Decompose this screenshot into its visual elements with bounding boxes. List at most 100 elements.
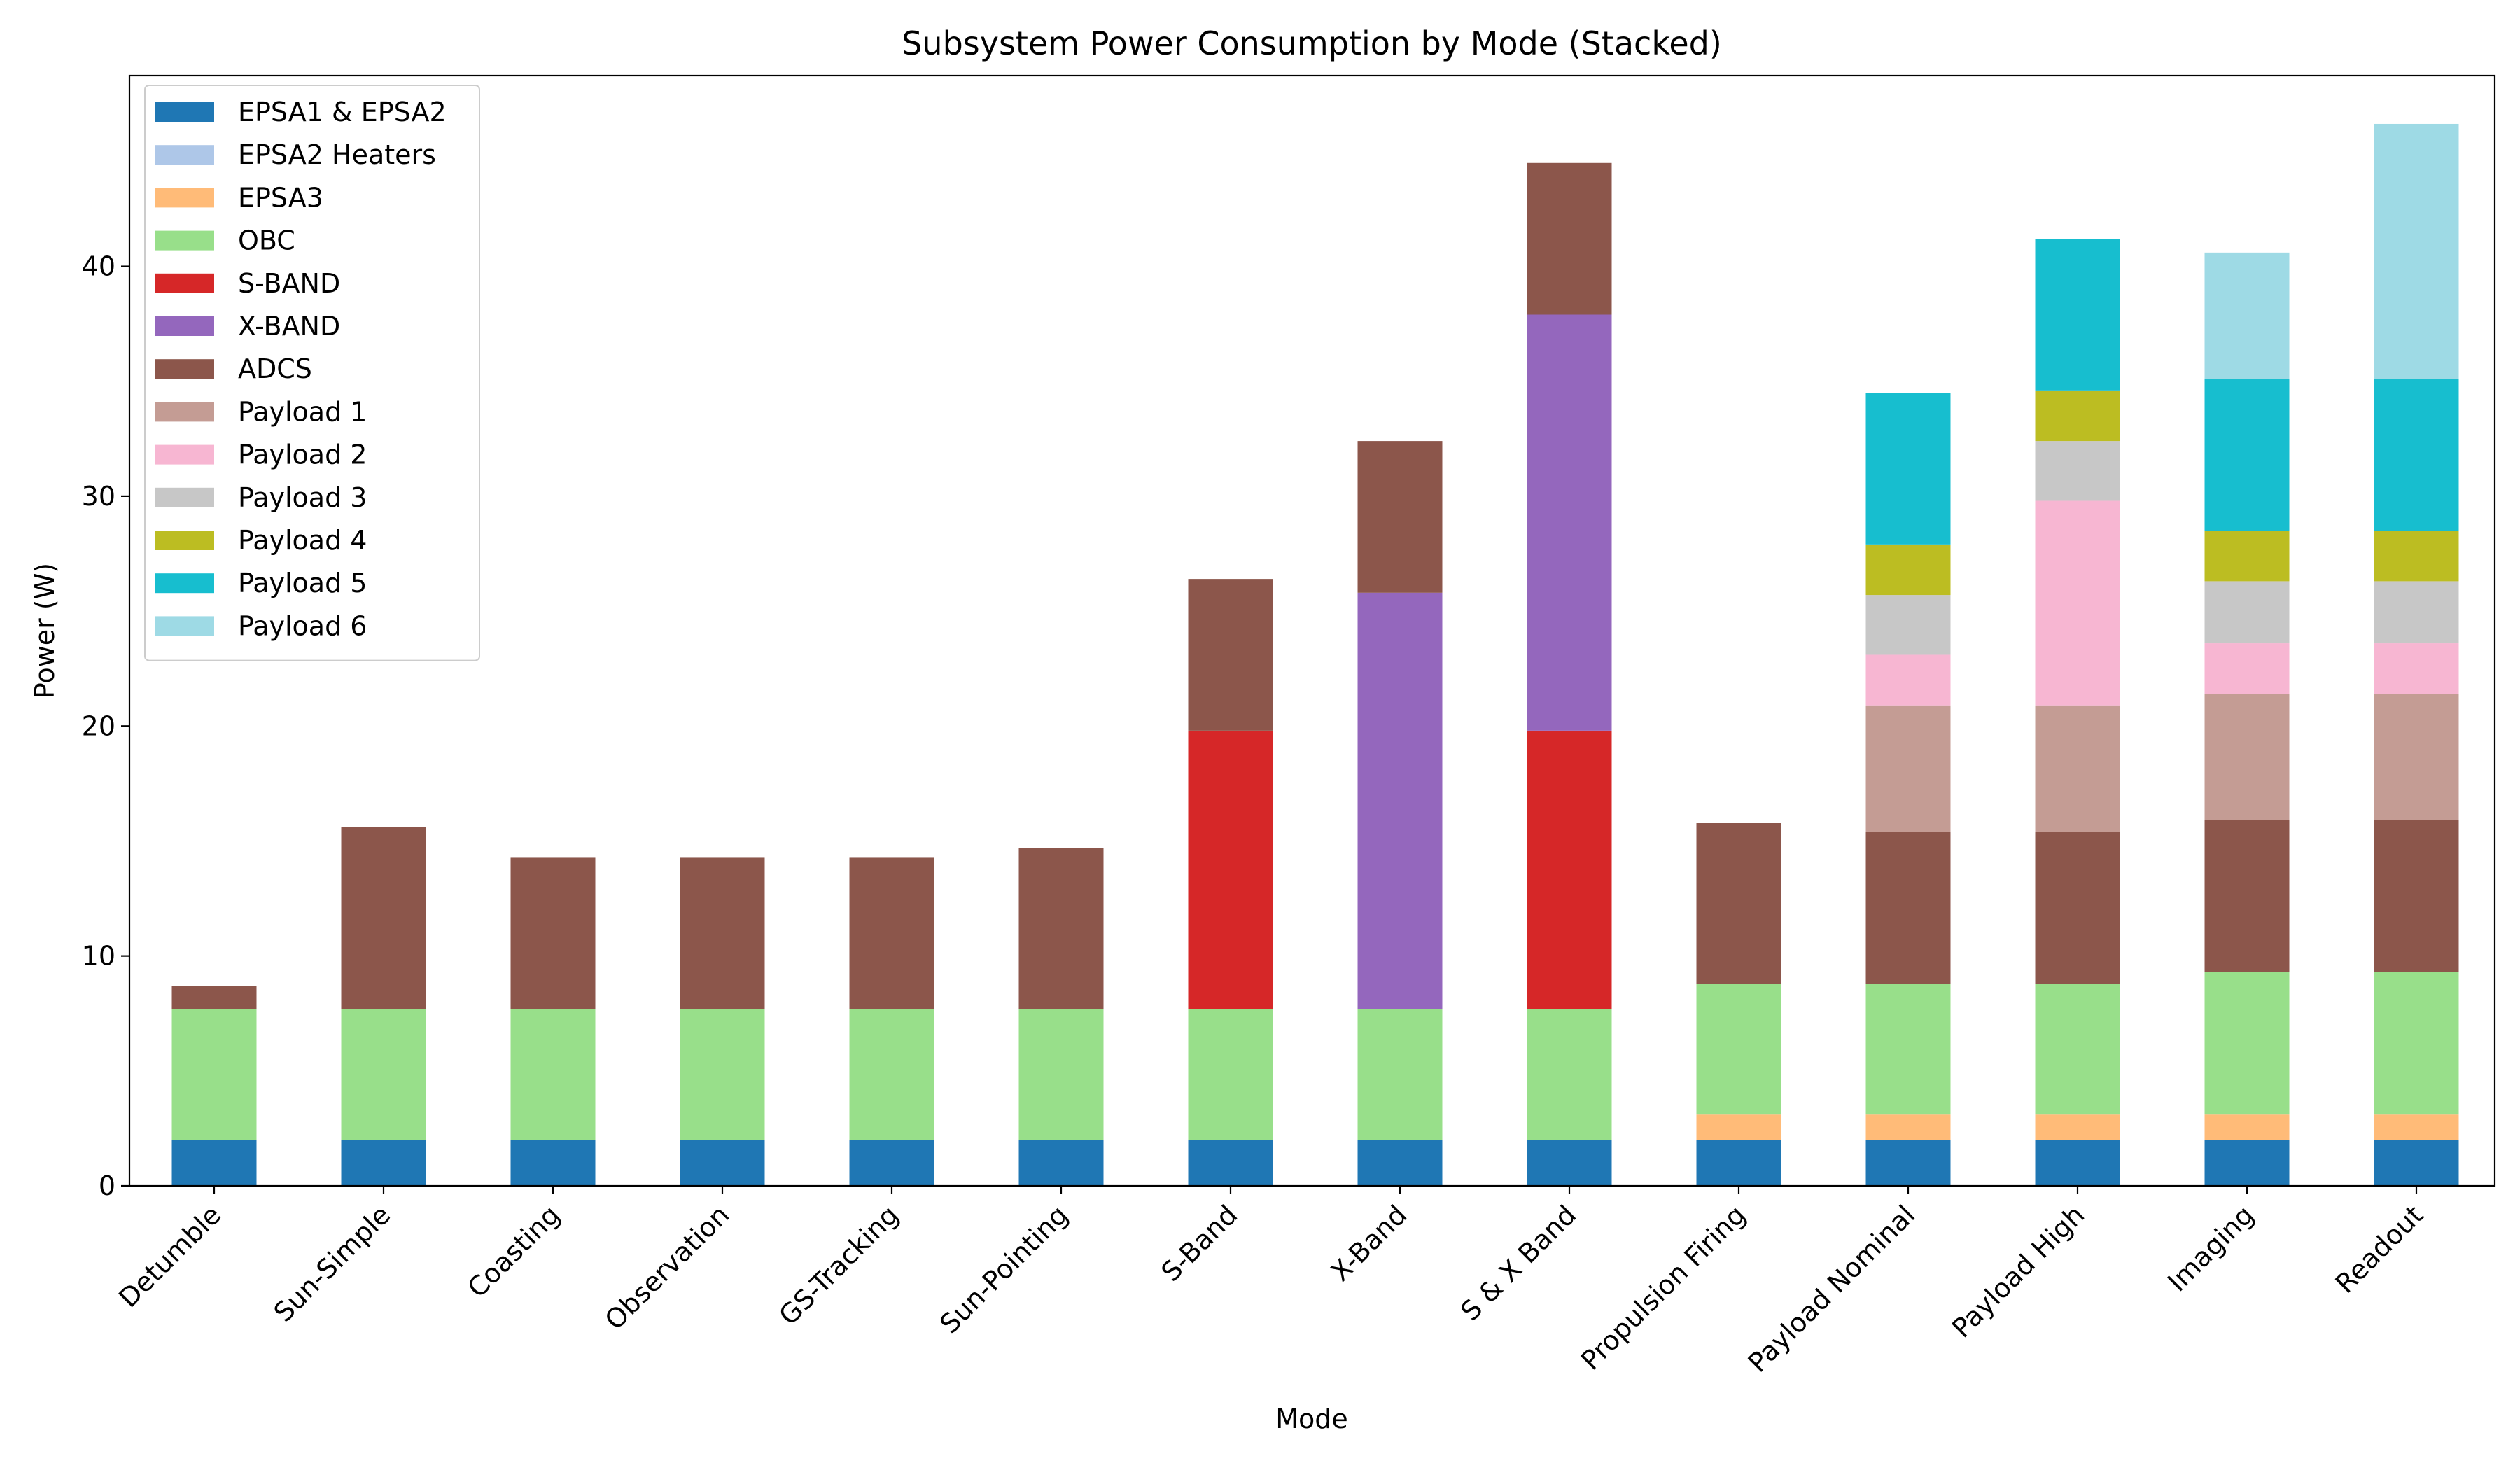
legend-swatch-3: [155, 230, 214, 251]
bar-13-series-7: [2374, 694, 2459, 820]
bar-3-series-6: [680, 857, 765, 1009]
bar-13-series-9: [2374, 581, 2459, 644]
bar-2-series-6: [510, 857, 596, 1009]
y-tick-label-4: 40: [82, 251, 115, 282]
x-tick-label-12: Imaging: [2162, 1199, 2260, 1297]
bar-12-series-9: [2204, 581, 2290, 644]
bar-9-series-3: [1696, 983, 1782, 1115]
legend-label-11: Payload 5: [238, 568, 367, 598]
x-tick-label-6: S-Band: [1155, 1199, 1243, 1287]
bar-11-series-9: [2035, 441, 2120, 501]
bar-11-series-7: [2035, 705, 2120, 832]
bar-7-series-5: [1357, 592, 1443, 1009]
bar-13-series-8: [2374, 643, 2459, 694]
y-tick-label-1: 10: [82, 941, 115, 972]
bar-10-series-3: [1865, 983, 1951, 1115]
bar-6-series-6: [1188, 579, 1273, 731]
bars-layer: [172, 123, 2459, 1186]
x-tick-label-8: S & X Band: [1455, 1199, 1582, 1326]
bar-11-series-8: [2035, 500, 2120, 706]
x-tick-label-1: Sun-Simple: [268, 1199, 397, 1328]
bar-11-series-10: [2035, 390, 2120, 442]
x-tick-label-4: GS-Tracking: [773, 1199, 904, 1331]
legend: EPSA1 & EPSA2 EPSA2 Heaters EPSA3 OBC S-BAND…: [144, 85, 480, 662]
bar-1-series-6: [341, 827, 426, 1009]
legend-label-4: S-BAND: [238, 268, 340, 299]
bar-10-series-2: [1865, 1114, 1951, 1140]
bar-11-series-6: [2035, 832, 2120, 984]
legend-swatch-9: [155, 487, 214, 507]
x-tick-label-13: Readout: [2330, 1199, 2430, 1299]
legend-frame: [144, 85, 480, 662]
bar-11-series-2: [2035, 1114, 2120, 1140]
bar-13-series-0: [2374, 1140, 2459, 1186]
bar-1-series-3: [341, 1009, 426, 1140]
legend-swatch-12: [155, 616, 214, 636]
bar-0-series-6: [172, 986, 257, 1009]
legend-label-0: EPSA1 & EPSA2: [238, 97, 447, 127]
bar-6-series-0: [1188, 1140, 1273, 1186]
bar-12-series-7: [2204, 694, 2290, 820]
bar-12-series-11: [2204, 379, 2290, 531]
x-tick-label-11: Payload High: [1946, 1199, 2090, 1343]
bar-0-series-0: [172, 1140, 257, 1186]
bar-8-series-5: [1527, 314, 1612, 731]
bar-7-series-3: [1357, 1009, 1443, 1140]
bar-5-series-6: [1018, 848, 1104, 1009]
bar-3-series-0: [680, 1140, 765, 1186]
legend-label-7: Payload 1: [238, 396, 367, 427]
bar-10-series-11: [1865, 393, 1951, 545]
bar-12-series-10: [2204, 531, 2290, 582]
bar-4-series-3: [849, 1009, 934, 1140]
y-tick-label-0: 0: [99, 1170, 115, 1201]
legend-swatch-11: [155, 573, 214, 594]
x-tick-label-10: Payload Nominal: [1742, 1199, 1921, 1378]
y-tick-label-2: 20: [82, 710, 115, 741]
x-tick-label-2: Coasting: [461, 1199, 566, 1303]
bar-13-series-11: [2374, 379, 2459, 531]
bar-10-series-9: [1865, 595, 1951, 655]
plot-frame: [128, 74, 2496, 1187]
bar-4-series-6: [849, 857, 934, 1009]
legend-label-9: Payload 3: [238, 482, 367, 513]
bar-12-series-3: [2204, 972, 2290, 1115]
bar-5-series-0: [1018, 1140, 1104, 1186]
bar-10-series-8: [1865, 654, 1951, 706]
bar-3-series-3: [680, 1009, 765, 1140]
y-axis-label: Power (W): [29, 563, 60, 699]
x-tick-label-9: Propulsion Firing: [1575, 1199, 1751, 1376]
bar-8-series-0: [1527, 1140, 1612, 1186]
bar-9-series-0: [1696, 1140, 1782, 1186]
bar-6-series-4: [1188, 730, 1273, 1009]
x-axis-label: Mode: [1275, 1404, 1348, 1434]
x-tick-label-3: Observation: [599, 1199, 736, 1336]
bar-13-series-12: [2374, 123, 2459, 379]
bar-12-series-6: [2204, 820, 2290, 972]
bar-13-series-6: [2374, 820, 2459, 972]
bar-12-series-12: [2204, 252, 2290, 379]
legend-label-12: Payload 6: [238, 610, 367, 641]
legend-swatch-8: [155, 444, 214, 465]
bar-12-series-8: [2204, 643, 2290, 694]
legend-label-6: ADCS: [238, 354, 312, 384]
x-tick-label-0: Detumble: [113, 1199, 227, 1313]
bar-6-series-3: [1188, 1009, 1273, 1140]
y-tick-label-3: 30: [82, 481, 115, 512]
legend-label-8: Payload 2: [238, 440, 367, 470]
bar-13-series-2: [2374, 1114, 2459, 1140]
y-axis: 0 10 20 30 40: [82, 251, 130, 1201]
x-tick-label-7: X-Band: [1324, 1199, 1413, 1287]
legend-label-2: EPSA3: [238, 182, 323, 213]
bar-11-series-3: [2035, 983, 2120, 1115]
bar-4-series-0: [849, 1140, 934, 1186]
x-tick-label-5: Sun-Pointing: [934, 1199, 1074, 1339]
legend-swatch-6: [155, 359, 214, 379]
bar-9-series-6: [1696, 822, 1782, 984]
legend-swatch-1: [155, 145, 214, 165]
bar-10-series-10: [1865, 544, 1951, 596]
bar-0-series-3: [172, 1009, 257, 1140]
bar-10-series-0: [1865, 1140, 1951, 1186]
x-axis: Detumble Sun-Simple Coasting Observation GS-…: [113, 1186, 2429, 1378]
legend-swatch-2: [155, 188, 214, 208]
legend-label-1: EPSA2 Heaters: [238, 139, 436, 170]
